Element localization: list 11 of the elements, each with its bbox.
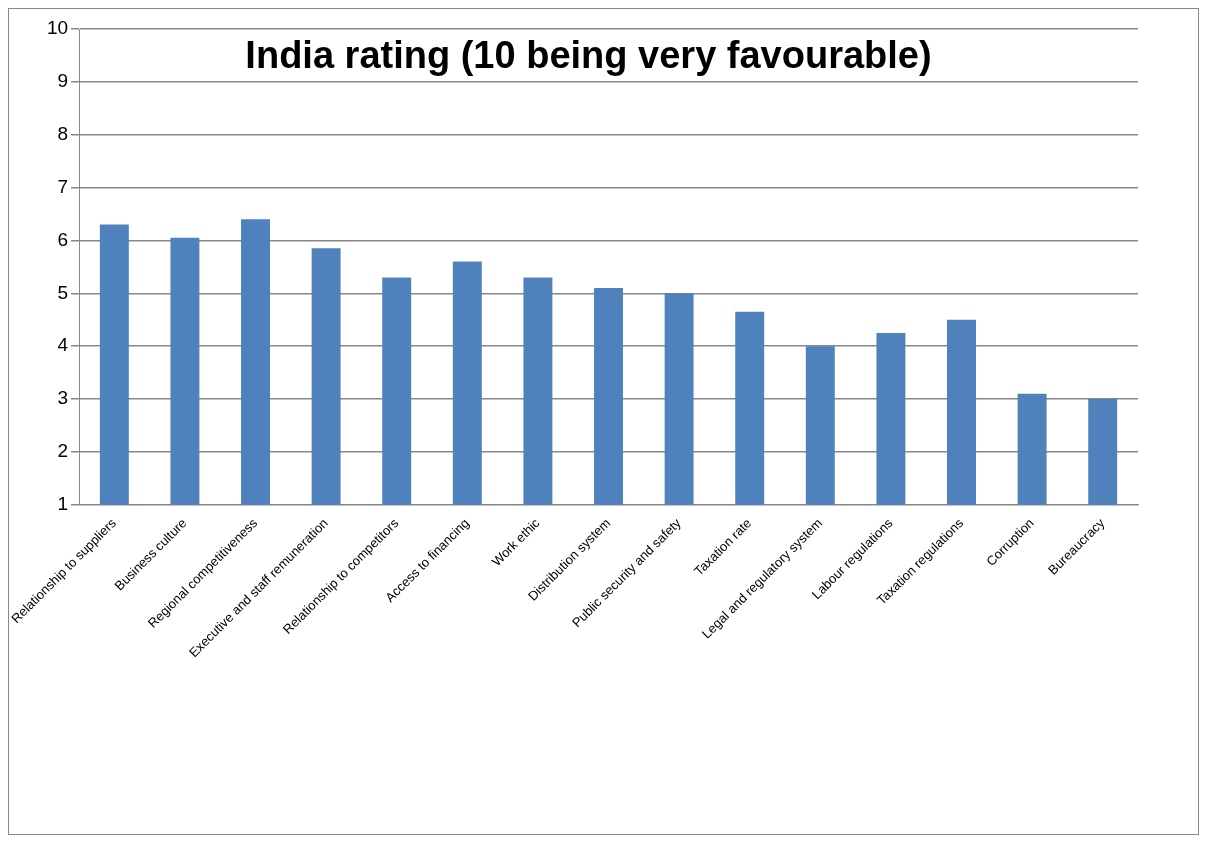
y-tick-label: 5: [57, 281, 69, 303]
y-tick-label: 10: [46, 17, 69, 39]
y-tick-label: 8: [57, 122, 69, 144]
y-tick-label: 6: [57, 228, 69, 250]
y-tick-label: 1: [57, 492, 69, 514]
y-tick-label: 2: [57, 440, 69, 462]
y-tick-label: 4: [57, 334, 69, 356]
chart-title: India rating (10 being very favourable): [245, 34, 932, 77]
y-tick-label: 9: [57, 70, 69, 92]
y-tick-label: 7: [57, 175, 69, 197]
y-tick-label: 3: [57, 387, 69, 409]
